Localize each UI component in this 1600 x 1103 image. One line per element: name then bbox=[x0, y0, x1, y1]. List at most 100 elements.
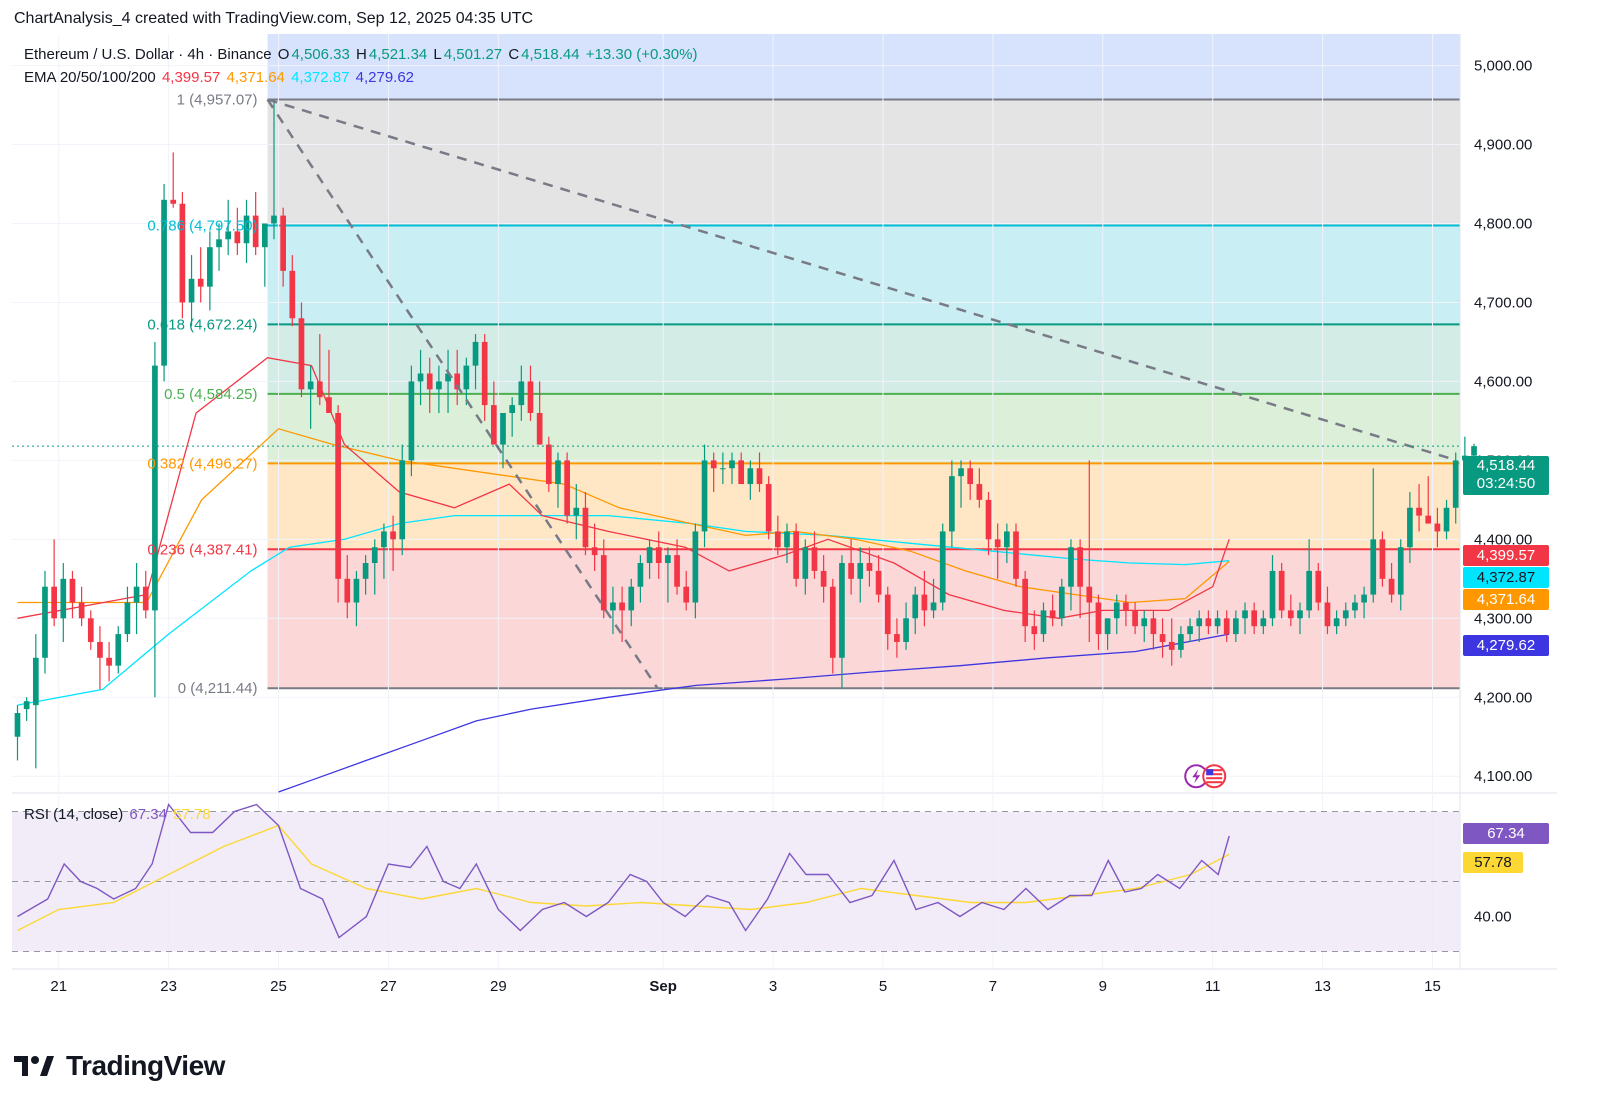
chart-container[interactable]: 1 (4,957.07) 0.786 (4,797.50) 0.618 (4,672… bbox=[12, 34, 1557, 1004]
ema100-price-tag: 4,372.87 bbox=[1463, 567, 1549, 588]
fib-band bbox=[267, 324, 1460, 394]
candle bbox=[829, 578, 836, 674]
candle bbox=[307, 365, 314, 429]
candle-body bbox=[408, 381, 415, 461]
candle bbox=[1168, 618, 1175, 666]
candle-body bbox=[518, 381, 525, 406]
candle-body bbox=[509, 405, 516, 413]
price-tick-label: 4,600.00 bbox=[1474, 373, 1532, 390]
candle bbox=[353, 570, 360, 627]
candle bbox=[252, 191, 259, 256]
candle-body bbox=[78, 602, 85, 619]
candle bbox=[1095, 594, 1102, 650]
candle bbox=[161, 184, 167, 382]
candle bbox=[1013, 523, 1019, 587]
candle-body bbox=[1443, 507, 1450, 532]
candle bbox=[738, 452, 745, 485]
candle-body bbox=[69, 578, 76, 603]
candle bbox=[637, 555, 644, 603]
candle bbox=[518, 365, 525, 421]
candle-body bbox=[564, 460, 570, 516]
candle-body bbox=[14, 713, 21, 737]
candle bbox=[1278, 563, 1285, 619]
candle-body bbox=[188, 278, 195, 303]
time-tick-label: 3 bbox=[769, 978, 777, 995]
candle bbox=[720, 452, 726, 485]
candle-body bbox=[1297, 610, 1303, 619]
candle bbox=[60, 563, 67, 642]
candle bbox=[1003, 523, 1010, 564]
time-tick-label: 27 bbox=[380, 978, 397, 995]
candle bbox=[628, 578, 635, 627]
candle bbox=[152, 341, 158, 698]
candle-body bbox=[774, 531, 781, 548]
candle bbox=[665, 547, 671, 603]
candle-body bbox=[1113, 602, 1120, 619]
candle bbox=[197, 247, 204, 303]
candle bbox=[1416, 484, 1422, 532]
candle bbox=[646, 539, 653, 579]
fib-label: 0 (4,211.44) bbox=[178, 680, 258, 697]
candle bbox=[133, 563, 140, 635]
candle-body bbox=[600, 555, 607, 611]
candle-body bbox=[307, 381, 314, 390]
candle bbox=[42, 570, 48, 674]
chart-attribution: ChartAnalysis_4 created with TradingView… bbox=[14, 10, 534, 27]
candle bbox=[23, 697, 30, 721]
candle bbox=[994, 523, 1001, 579]
candle bbox=[179, 191, 186, 319]
candle-body bbox=[1407, 507, 1413, 548]
candle-body bbox=[683, 586, 690, 603]
fib-band-above bbox=[267, 34, 1460, 100]
candle-body bbox=[884, 594, 891, 635]
candle-body bbox=[1196, 618, 1203, 627]
candle-body bbox=[811, 547, 818, 571]
candle bbox=[1269, 555, 1276, 627]
candle bbox=[591, 523, 598, 571]
low-label: L bbox=[433, 46, 442, 63]
candle-body bbox=[1416, 507, 1422, 516]
candle bbox=[14, 705, 21, 761]
candle-body bbox=[1077, 547, 1083, 587]
candle-body bbox=[1049, 610, 1056, 619]
candle-body bbox=[1287, 610, 1294, 619]
tradingview-logo: TradingView bbox=[14, 1050, 225, 1082]
rsi-price-tag: 67.34 bbox=[1463, 823, 1549, 844]
candle-body bbox=[32, 657, 39, 706]
candle-body bbox=[491, 405, 497, 445]
high-value: 4,521.34 bbox=[368, 46, 428, 63]
ema200-line bbox=[278, 633, 1230, 793]
candle bbox=[1058, 578, 1065, 627]
candle-body bbox=[261, 223, 268, 248]
candle-body bbox=[701, 460, 708, 532]
rsi-pane: 40.00 bbox=[12, 802, 1512, 952]
price-tick-label: 4,100.00 bbox=[1474, 768, 1532, 785]
candle bbox=[545, 436, 552, 492]
candle bbox=[774, 515, 781, 556]
candle bbox=[280, 207, 286, 287]
candle bbox=[426, 357, 433, 413]
candle bbox=[1178, 626, 1184, 658]
candle-body bbox=[124, 602, 131, 635]
candle-body bbox=[738, 460, 745, 485]
candle bbox=[381, 523, 387, 579]
high-label: H bbox=[356, 46, 367, 63]
last-price: 4,518.44 bbox=[1476, 457, 1536, 474]
change-value: +13.30 (+0.30%) bbox=[585, 46, 698, 63]
candle bbox=[857, 547, 864, 603]
candle-body bbox=[637, 563, 644, 587]
candle-body bbox=[234, 231, 241, 244]
rsi-tick-label: 40.00 bbox=[1474, 909, 1512, 926]
candle-body bbox=[1452, 460, 1459, 508]
candle bbox=[912, 586, 919, 635]
chart-canvas[interactable]: 1 (4,957.07) 0.786 (4,797.50) 0.618 (4,672… bbox=[12, 34, 1557, 1004]
candle-body bbox=[1361, 594, 1367, 603]
candle bbox=[1361, 586, 1367, 619]
candle-body bbox=[545, 444, 552, 485]
candle-body bbox=[674, 555, 680, 587]
candle-body bbox=[536, 413, 543, 445]
candle-body bbox=[106, 657, 112, 666]
candle bbox=[1434, 507, 1441, 548]
rsi-label: RSI (14, close) bbox=[24, 806, 124, 823]
candle bbox=[481, 334, 488, 421]
